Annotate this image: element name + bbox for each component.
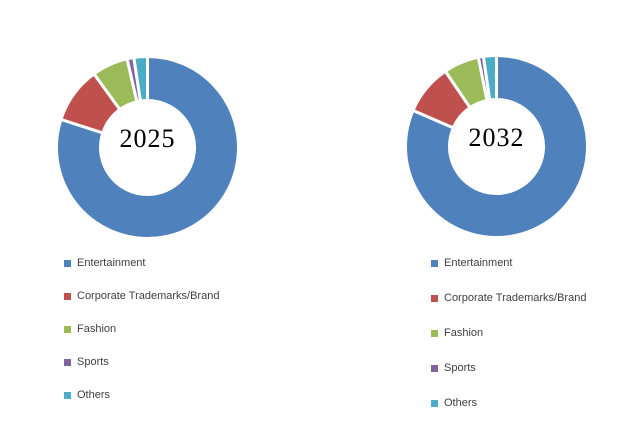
legend-swatch-others [64, 392, 71, 399]
slice-others [132, 54, 149, 103]
legend-swatch-fashion [431, 330, 438, 337]
legend-swatch-sports [64, 359, 71, 366]
legend-swatch-sports [431, 365, 438, 372]
legend-item-entertainment: Entertainment [64, 257, 219, 270]
legend-label: Corporate Trademarks/Brand [77, 290, 220, 302]
donut-chart-2032 [404, 53, 589, 239]
legend-2025: Entertainment Corporate Trademarks/Brand F… [64, 257, 219, 422]
legend-swatch-entertainment [431, 260, 438, 267]
legend-swatch-entertainment [64, 260, 71, 267]
legend-item-corporate-trademarks-brand: Corporate Trademarks/Brand [431, 292, 586, 305]
legend-item-others: Others [431, 397, 586, 410]
legend-item-corporate-trademarks-brand: Corporate Trademarks/Brand [64, 290, 219, 303]
legend-label: Fashion [77, 323, 117, 335]
legend-label: Entertainment [444, 257, 513, 269]
legend-label: Others [444, 397, 478, 409]
legend-label: Entertainment [77, 257, 146, 269]
legend-swatch-corporate-trademarks-brand [64, 293, 71, 300]
slice-entertainment [55, 54, 240, 240]
legend-label: Fashion [444, 327, 484, 339]
legend-item-entertainment: Entertainment [431, 257, 586, 270]
legend-swatch-corporate-trademarks-brand [431, 295, 438, 302]
legend-swatch-fashion [64, 326, 71, 333]
legend-item-fashion: Fashion [431, 327, 586, 340]
legend-label: Sports [444, 362, 476, 374]
legend-2032: Entertainment Corporate Trademarks/Brand F… [431, 257, 586, 432]
legend-label: Sports [77, 356, 109, 368]
legend-item-sports: Sports [64, 356, 219, 369]
legend-item-sports: Sports [431, 362, 586, 375]
legend-swatch-others [431, 400, 438, 407]
legend-label: Corporate Trademarks/Brand [444, 292, 587, 304]
legend-item-fashion: Fashion [64, 323, 219, 336]
slice-entertainment [404, 53, 589, 239]
donut-chart-2025 [55, 54, 240, 240]
legend-item-others: Others [64, 389, 219, 402]
legend-label: Others [77, 389, 111, 401]
slice-others [481, 53, 498, 102]
